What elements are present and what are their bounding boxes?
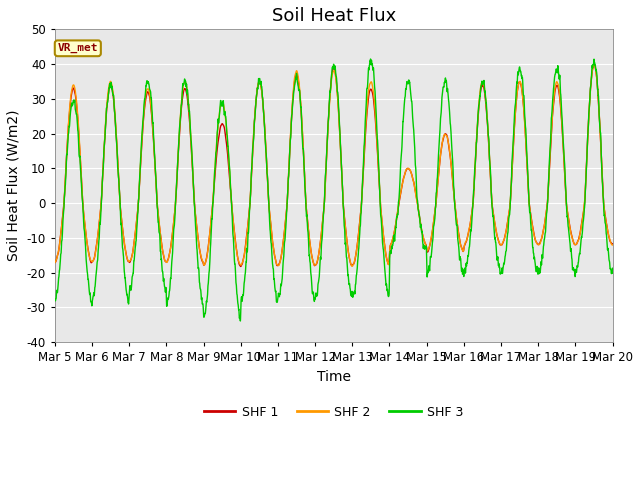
Legend: SHF 1, SHF 2, SHF 3: SHF 1, SHF 2, SHF 3 (199, 401, 468, 423)
Y-axis label: Soil Heat Flux (W/m2): Soil Heat Flux (W/m2) (7, 110, 21, 262)
Title: Soil Heat Flux: Soil Heat Flux (271, 7, 396, 25)
Text: VR_met: VR_met (58, 43, 98, 53)
X-axis label: Time: Time (317, 370, 351, 384)
